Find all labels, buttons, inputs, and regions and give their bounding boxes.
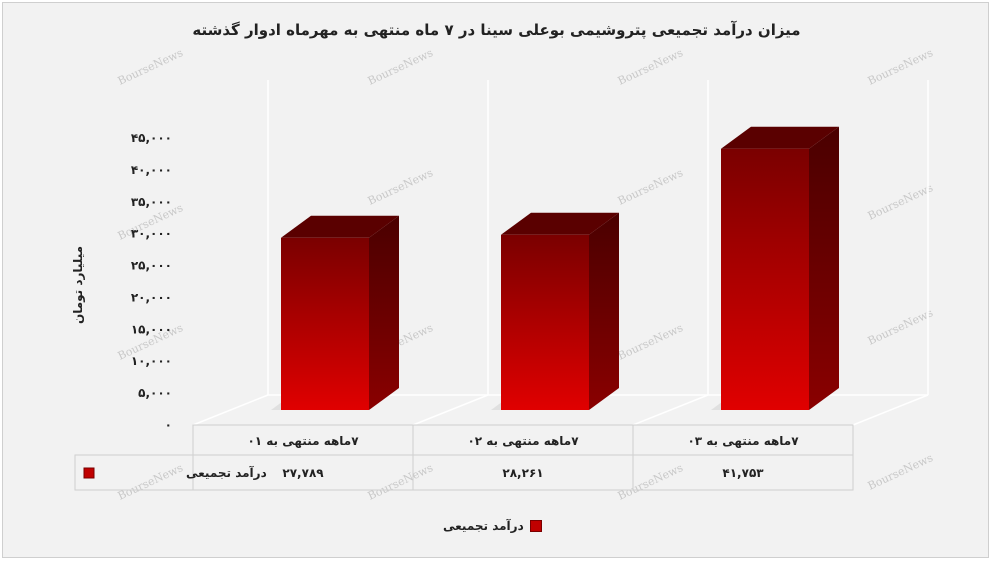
- data-label: ۲۷,۷۸۹: [282, 466, 324, 480]
- bar-top: [281, 215, 399, 238]
- y-tick-label: ۳۵,۰۰۰: [131, 195, 172, 209]
- watermark-text: BourseNews: [616, 166, 686, 208]
- bar: [281, 237, 369, 410]
- x-tick-label: ۷ماهه منتهی به ۰۳: [687, 434, 799, 448]
- x-tick-label: ۷ماهه منتهی به ۰۱: [247, 434, 359, 448]
- y-axis-ticks: ۰ ۵,۰۰۰ ۱۰,۰۰۰ ۱۵,۰۰۰ ۲۰,۰۰۰ ۲۵,۰۰۰ ۳۰,۰۰۰ ۳۵,۰…: [131, 131, 172, 432]
- watermark-text: BourseNews: [116, 461, 186, 503]
- floor-divider: [632, 394, 709, 426]
- data-label: ۴۱,۷۵۳: [722, 466, 764, 480]
- watermark-text: BourseNews: [366, 166, 436, 208]
- y-tick-label: ۴۰,۰۰۰: [131, 163, 172, 177]
- watermark-text: BourseNews: [866, 451, 936, 493]
- y-tick-label: ۳۰,۰۰۰: [131, 227, 172, 241]
- watermark-text: BourseNews: [116, 46, 186, 88]
- bar-side: [809, 126, 839, 410]
- y-tick-label: ۵,۰۰۰: [138, 386, 172, 400]
- y-tick-label: ۱۰,۰۰۰: [131, 354, 172, 368]
- row-series-label: درآمد تجمیعی: [186, 465, 267, 480]
- floor-divider: [412, 394, 489, 426]
- data-table: ۷ماهه منتهی به ۰۱ ۲۷,۷۸۹ ۷ماهه منتهی به ۰۲…: [74, 424, 854, 491]
- floor-divider: [852, 394, 929, 426]
- watermark-text: BourseNews: [616, 461, 686, 503]
- chart-title: میزان درآمد تجمیعی پتروشیمی بوعلی سینا د…: [192, 21, 801, 39]
- watermark-text: BourseNews: [866, 181, 936, 223]
- y-tick-label: ۴۵,۰۰۰: [131, 131, 172, 145]
- row-swatch: [83, 467, 95, 479]
- watermark-text: BourseNews: [866, 306, 936, 348]
- y-tick-label: ۰: [165, 418, 172, 432]
- legend: درآمد تجمیعی: [443, 519, 542, 533]
- bar-top: [721, 126, 839, 149]
- watermark-text: BourseNews: [616, 46, 686, 88]
- watermark-text: BourseNews: [366, 46, 436, 88]
- data-label: ۲۸,۲۶۱: [502, 466, 543, 480]
- bar: [721, 148, 809, 410]
- watermark-text: BourseNews: [866, 46, 936, 88]
- x-tick-label: ۷ماهه منتهی به ۰۲: [467, 434, 579, 448]
- watermark-text: BourseNews: [616, 321, 686, 363]
- bar: [501, 234, 589, 410]
- y-tick-label: ۲۰,۰۰۰: [131, 290, 172, 304]
- bars: [271, 126, 839, 410]
- bar-top: [501, 212, 619, 235]
- y-tick-label: ۱۵,۰۰۰: [131, 322, 172, 336]
- legend-swatch: [529, 520, 542, 532]
- y-tick-label: ۲۵,۰۰۰: [131, 259, 172, 273]
- legend-label: درآمد تجمیعی: [443, 519, 524, 533]
- watermark-text: BourseNews: [366, 461, 436, 503]
- bar-side: [369, 215, 399, 410]
- floor-divider: [192, 394, 269, 426]
- bar-side: [589, 212, 619, 410]
